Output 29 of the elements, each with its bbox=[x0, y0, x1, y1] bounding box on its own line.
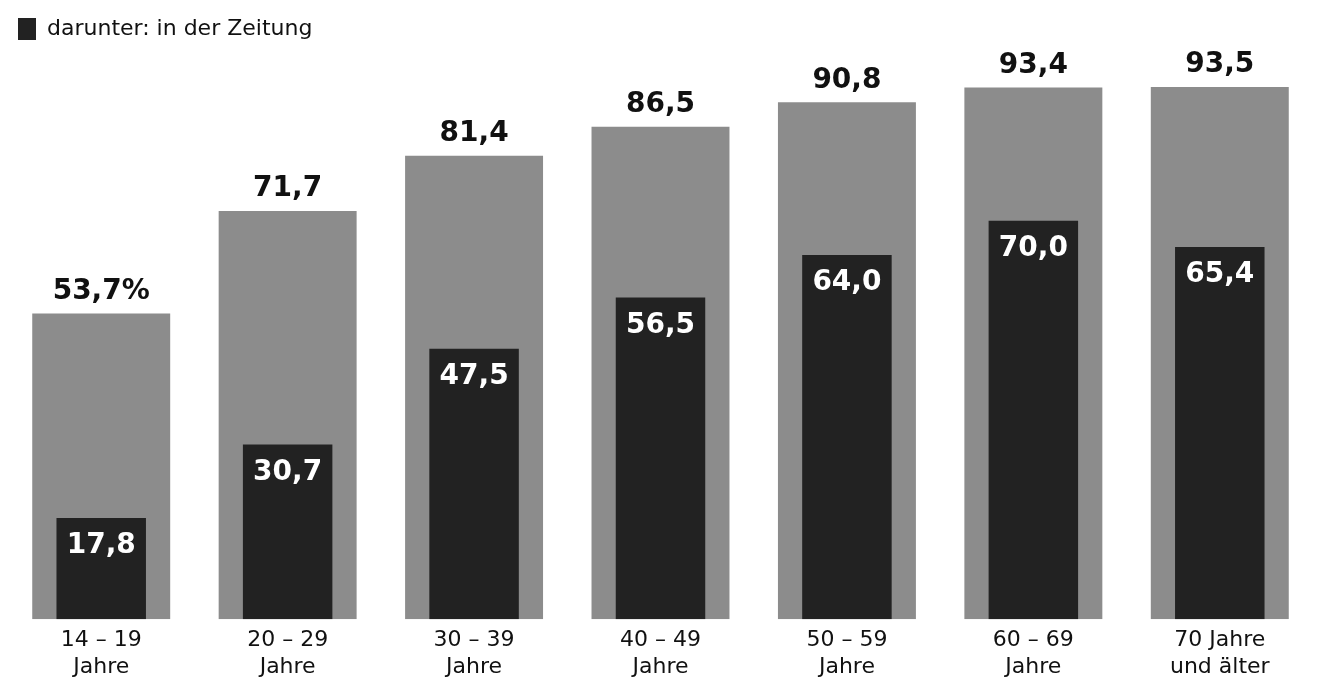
data-label: 56,5 bbox=[625, 306, 696, 340]
x-tick-label: 50 – 59 Jahre bbox=[806, 626, 888, 678]
x-tick-label: 20 – 29 Jahre bbox=[247, 626, 329, 678]
data-label: 81,4 bbox=[439, 115, 509, 149]
data-label: 93,5 bbox=[1185, 46, 1255, 80]
legend-label: darunter: in der Zeitung bbox=[47, 14, 313, 40]
bar bbox=[988, 220, 1079, 620]
bar bbox=[615, 297, 706, 620]
data-label: 70,0 bbox=[998, 230, 1068, 264]
bar bbox=[56, 517, 146, 620]
x-tick-label: 14 – 19 Jahre bbox=[60, 626, 142, 678]
data-label: 71,7 bbox=[253, 170, 323, 204]
data-label: 90,8 bbox=[812, 61, 882, 95]
x-tick-label: 60 – 69 Jahre bbox=[992, 626, 1074, 678]
x-tick-label: 70 Jahre und älter bbox=[1169, 626, 1271, 678]
data-label: 30,7 bbox=[253, 453, 323, 487]
data-label: 86,5 bbox=[625, 86, 696, 120]
x-tick-label: 40 – 49 Jahre bbox=[620, 626, 701, 678]
data-label: 65,4 bbox=[1185, 256, 1255, 290]
data-label: 17,8 bbox=[66, 527, 136, 561]
x-tick-label: 30 – 39 Jahre bbox=[433, 626, 515, 678]
bar bbox=[242, 444, 333, 620]
bar bbox=[429, 348, 519, 620]
data-label: 53,7% bbox=[52, 272, 150, 306]
bar bbox=[1175, 246, 1265, 620]
bar bbox=[802, 254, 892, 620]
data-label: 47,5 bbox=[439, 358, 509, 392]
data-label: 64,0 bbox=[812, 264, 882, 298]
data-label: 93,4 bbox=[998, 46, 1068, 80]
